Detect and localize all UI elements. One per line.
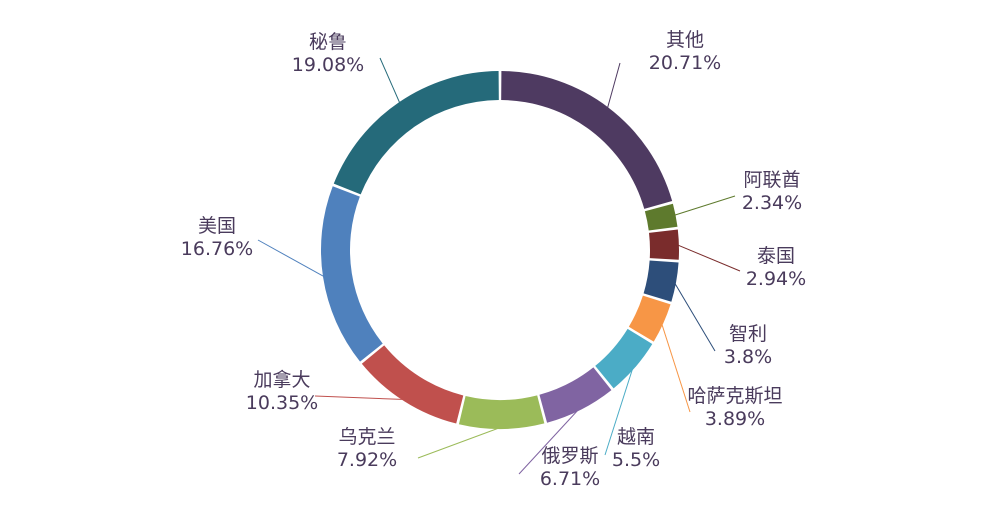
slice-label-8: 加拿大 — [253, 368, 310, 391]
slice-percent-6: 6.71% — [540, 468, 600, 490]
slice-label-5: 越南 — [617, 426, 655, 448]
slice-label-0: 其他 — [666, 29, 704, 51]
slice-8 — [361, 345, 464, 424]
slice-percent-3: 3.8% — [724, 346, 772, 368]
leader-lines-group — [257, 57, 741, 475]
slice-label-2: 泰国 — [757, 245, 795, 267]
slice-5 — [595, 328, 653, 389]
leader-line-3 — [673, 281, 716, 352]
slice-1 — [644, 203, 678, 231]
slice-10 — [333, 71, 499, 195]
slice-percent-0: 20.71% — [649, 52, 721, 74]
slice-label-1: 阿联酋 — [743, 169, 800, 191]
leader-line-1 — [673, 195, 736, 217]
slice-6 — [539, 367, 612, 423]
leader-line-7 — [417, 426, 502, 459]
slice-percent-4: 3.89% — [705, 408, 765, 430]
leader-line-4 — [660, 322, 691, 413]
slice-2 — [649, 229, 679, 260]
slice-percent-1: 2.34% — [742, 192, 802, 214]
slice-label-3: 智利 — [729, 323, 767, 345]
slice-percent-9: 16.76% — [181, 238, 253, 260]
leader-line-10 — [379, 57, 401, 105]
slice-percent-5: 5.5% — [612, 449, 660, 471]
slice-3 — [643, 260, 679, 302]
slice-percent-7: 7.92% — [337, 449, 397, 471]
slices-group — [321, 71, 679, 430]
leader-line-0 — [606, 62, 621, 110]
slice-7 — [458, 395, 545, 430]
leader-line-2 — [676, 244, 741, 272]
slice-label-6: 俄罗斯 — [541, 445, 598, 467]
leader-line-9 — [257, 239, 326, 278]
slice-label-9: 美国 — [198, 215, 236, 237]
slice-percent-8: 10.35% — [246, 392, 318, 414]
slice-percent-2: 2.94% — [746, 268, 806, 290]
slice-9 — [321, 186, 383, 362]
slice-label-10: 秘鲁 — [309, 31, 347, 53]
slice-label-7: 乌克兰 — [338, 426, 395, 448]
leader-line-6 — [518, 407, 581, 475]
slice-label-4: 哈萨克斯坦 — [687, 385, 782, 407]
leader-line-8 — [314, 395, 406, 401]
leader-line-5 — [604, 366, 634, 456]
slice-0 — [501, 71, 673, 209]
slice-4 — [628, 295, 671, 342]
slice-percent-10: 19.08% — [292, 54, 364, 76]
